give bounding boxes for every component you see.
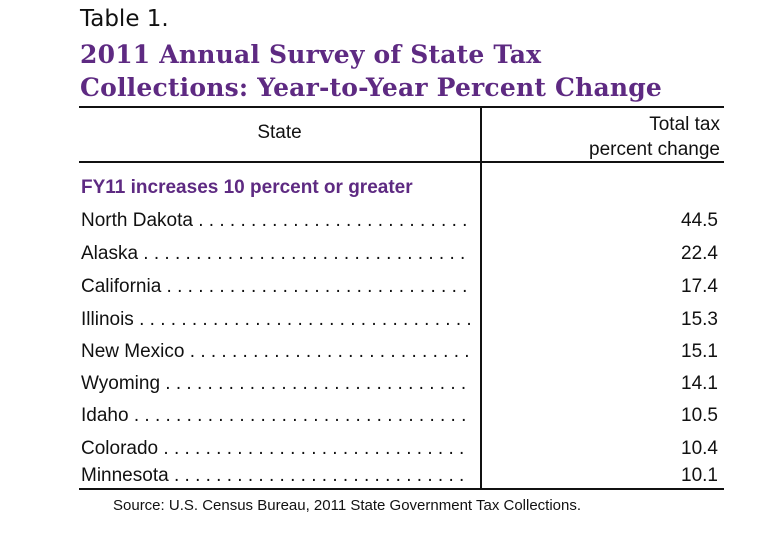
state-name: Illinois bbox=[81, 309, 471, 331]
state-name: Colorado bbox=[81, 438, 471, 460]
state-name: California bbox=[81, 276, 471, 298]
percent-change: 17.4 bbox=[681, 276, 718, 297]
state-name: Idaho bbox=[81, 405, 471, 427]
table-label: Table 1. bbox=[80, 6, 169, 32]
state-name: Alaska bbox=[81, 243, 471, 265]
table-row: Illinois 15.3 bbox=[81, 309, 721, 333]
state-name: Wyoming bbox=[81, 373, 471, 395]
state-name: New Mexico bbox=[81, 341, 471, 363]
header-state: State bbox=[257, 122, 302, 143]
title-line-2: Collections: Year-to-Year Percent Change bbox=[80, 73, 663, 102]
percent-change: 15.3 bbox=[681, 309, 718, 330]
state-name: Minnesota bbox=[81, 465, 471, 487]
percent-change: 22.4 bbox=[681, 243, 718, 264]
title-line-1: 2011 Annual Survey of State Tax bbox=[80, 40, 542, 69]
percent-change: 10.1 bbox=[681, 465, 718, 486]
state-name: North Dakota bbox=[81, 210, 471, 232]
percent-change: 10.5 bbox=[681, 405, 718, 426]
source-note: Source: U.S. Census Bureau, 2011 State G… bbox=[113, 497, 582, 514]
percent-change: 15.1 bbox=[681, 341, 718, 362]
top-rule bbox=[79, 106, 724, 108]
table-row: Idaho 10.5 bbox=[81, 405, 721, 429]
percent-change: 44.5 bbox=[681, 210, 718, 231]
table-row: North Dakota 44.5 bbox=[81, 210, 721, 234]
percent-change: 14.1 bbox=[681, 373, 718, 394]
section-heading: FY11 increases 10 percent or greater bbox=[81, 177, 413, 198]
header-value: Total tax percent change bbox=[589, 112, 720, 162]
header-rule bbox=[79, 161, 724, 163]
bottom-rule bbox=[79, 488, 724, 490]
table-row: New Mexico 15.1 bbox=[81, 341, 721, 365]
header-value-line-2: percent change bbox=[589, 139, 720, 160]
table-row: Colorado 10.4 bbox=[81, 438, 721, 462]
table-title: 2011 Annual Survey of State Tax Collecti… bbox=[80, 38, 662, 104]
header-value-line-1: Total tax bbox=[649, 114, 720, 135]
column-divider bbox=[480, 106, 482, 489]
table-row: Minnesota 10.1 bbox=[81, 465, 721, 489]
table-row: Alaska 22.4 bbox=[81, 243, 721, 267]
table-row: California 17.4 bbox=[81, 276, 721, 300]
percent-change: 10.4 bbox=[681, 438, 718, 459]
table-row: Wyoming 14.1 bbox=[81, 373, 721, 397]
